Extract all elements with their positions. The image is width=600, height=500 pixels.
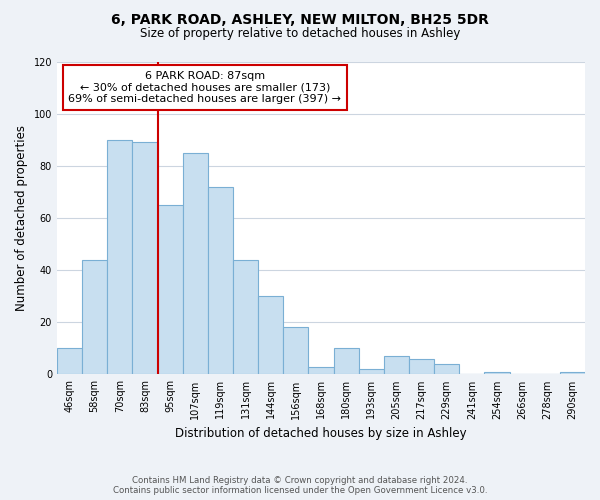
Bar: [434, 364, 459, 374]
Bar: [208, 186, 233, 374]
Bar: [107, 140, 133, 374]
Y-axis label: Number of detached properties: Number of detached properties: [15, 125, 28, 311]
Bar: [133, 142, 158, 374]
Bar: [283, 328, 308, 374]
Bar: [82, 260, 107, 374]
Bar: [308, 366, 334, 374]
Bar: [409, 359, 434, 374]
Text: Size of property relative to detached houses in Ashley: Size of property relative to detached ho…: [140, 28, 460, 40]
Bar: [560, 372, 585, 374]
Bar: [334, 348, 359, 374]
Text: 6, PARK ROAD, ASHLEY, NEW MILTON, BH25 5DR: 6, PARK ROAD, ASHLEY, NEW MILTON, BH25 5…: [111, 12, 489, 26]
Text: 6 PARK ROAD: 87sqm
← 30% of detached houses are smaller (173)
69% of semi-detach: 6 PARK ROAD: 87sqm ← 30% of detached hou…: [68, 71, 341, 104]
Bar: [57, 348, 82, 374]
Bar: [182, 153, 208, 374]
Bar: [233, 260, 258, 374]
Bar: [359, 369, 384, 374]
Bar: [258, 296, 283, 374]
Bar: [158, 205, 182, 374]
Bar: [384, 356, 409, 374]
Bar: [484, 372, 509, 374]
X-axis label: Distribution of detached houses by size in Ashley: Distribution of detached houses by size …: [175, 427, 467, 440]
Text: Contains HM Land Registry data © Crown copyright and database right 2024.
Contai: Contains HM Land Registry data © Crown c…: [113, 476, 487, 495]
